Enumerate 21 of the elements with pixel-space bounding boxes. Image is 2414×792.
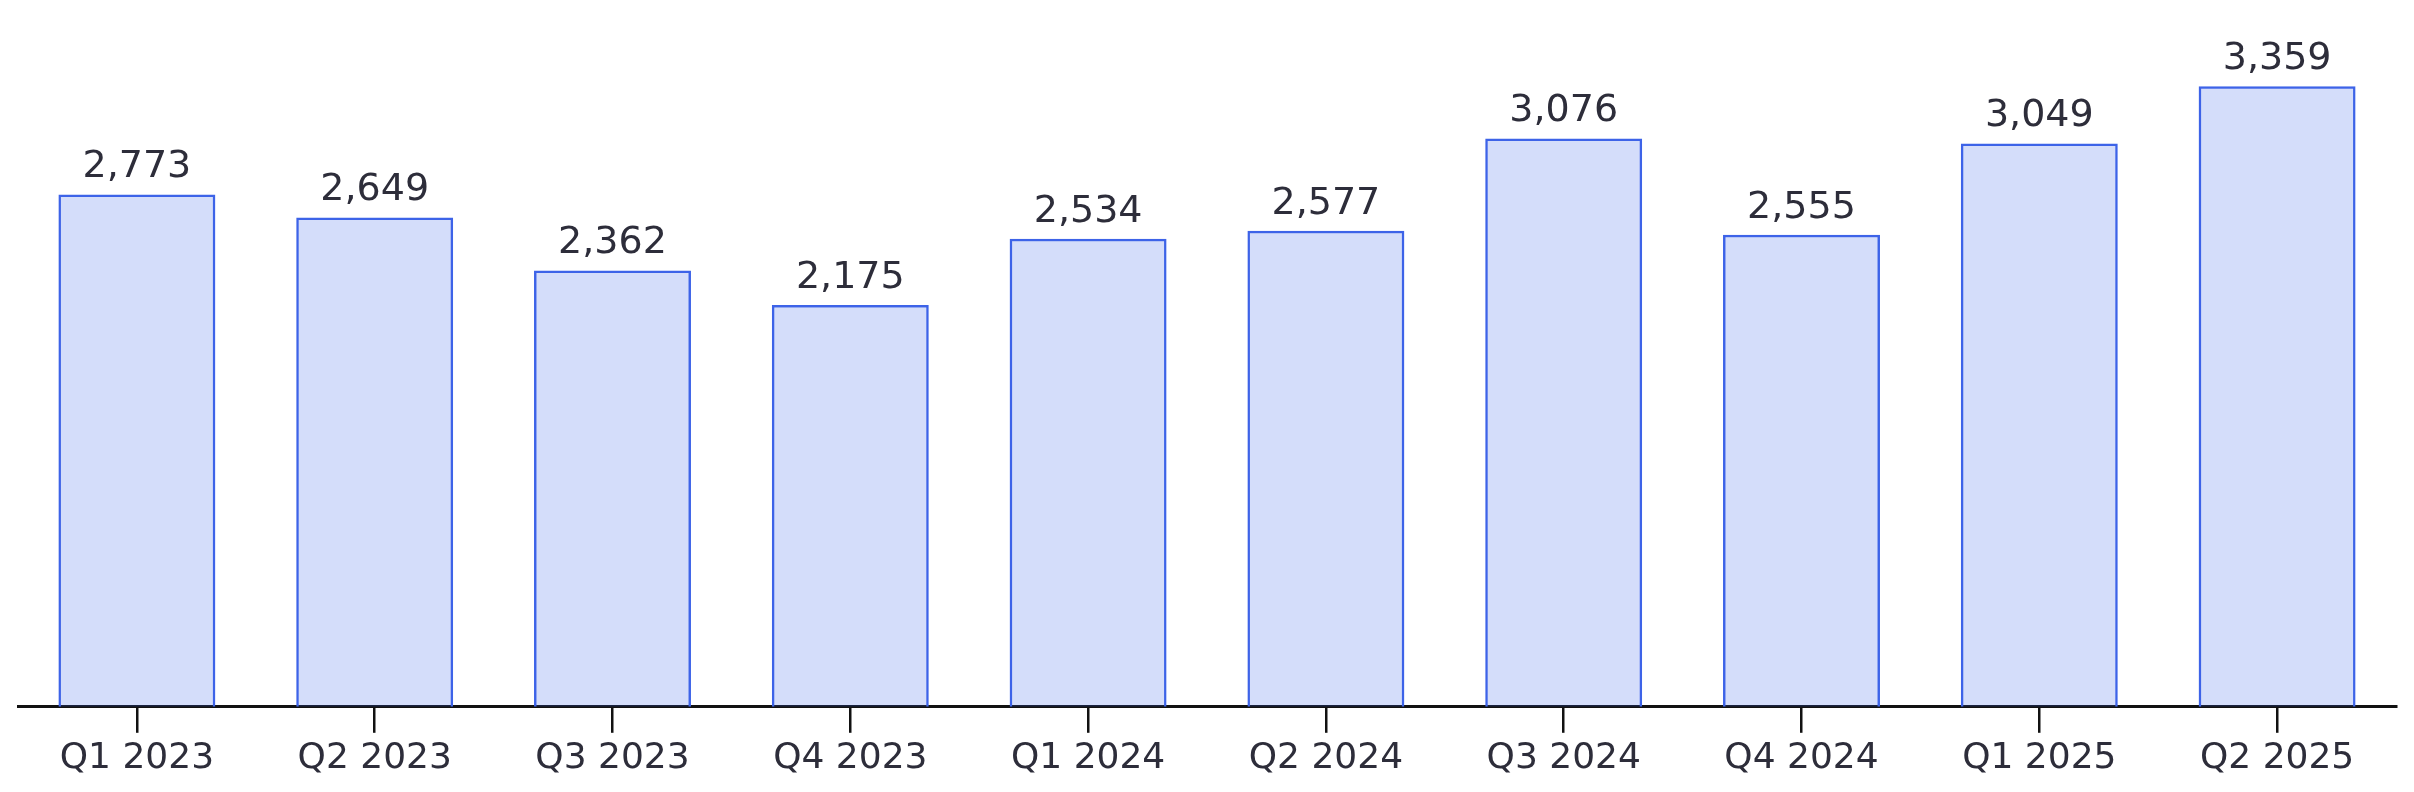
x-tick-label: Q2 2025	[2199, 734, 2355, 776]
x-tick-label: Q4 2023	[773, 734, 928, 776]
data-label: 2,362	[558, 218, 667, 263]
x-tick-label: Q1 2024	[1010, 734, 1166, 776]
data-label: 2,773	[82, 142, 192, 187]
data-label: 2,577	[1271, 178, 1381, 223]
x-tick-label: Q1 2023	[59, 734, 215, 776]
bar	[534, 270, 691, 707]
x-tick-label: Q3 2023	[535, 734, 690, 776]
x-tick-label: Q2 2023	[297, 734, 452, 776]
x-tick-label: Q4 2024	[1724, 734, 1879, 776]
data-label: 3,359	[2222, 34, 2332, 79]
data-label: 2,555	[1747, 182, 1856, 227]
data-label: 3,049	[1984, 91, 2094, 136]
data-label: 2,175	[795, 252, 905, 297]
data-label: 2,649	[320, 165, 430, 210]
data-label: 2,534	[1033, 186, 1143, 231]
x-tick-label: Q2 2024	[1248, 734, 1404, 776]
data-label: 3,076	[1509, 86, 1619, 131]
x-tick-label: Q3 2024	[1486, 734, 1641, 776]
x-tick-label: Q1 2025	[1962, 734, 2117, 776]
